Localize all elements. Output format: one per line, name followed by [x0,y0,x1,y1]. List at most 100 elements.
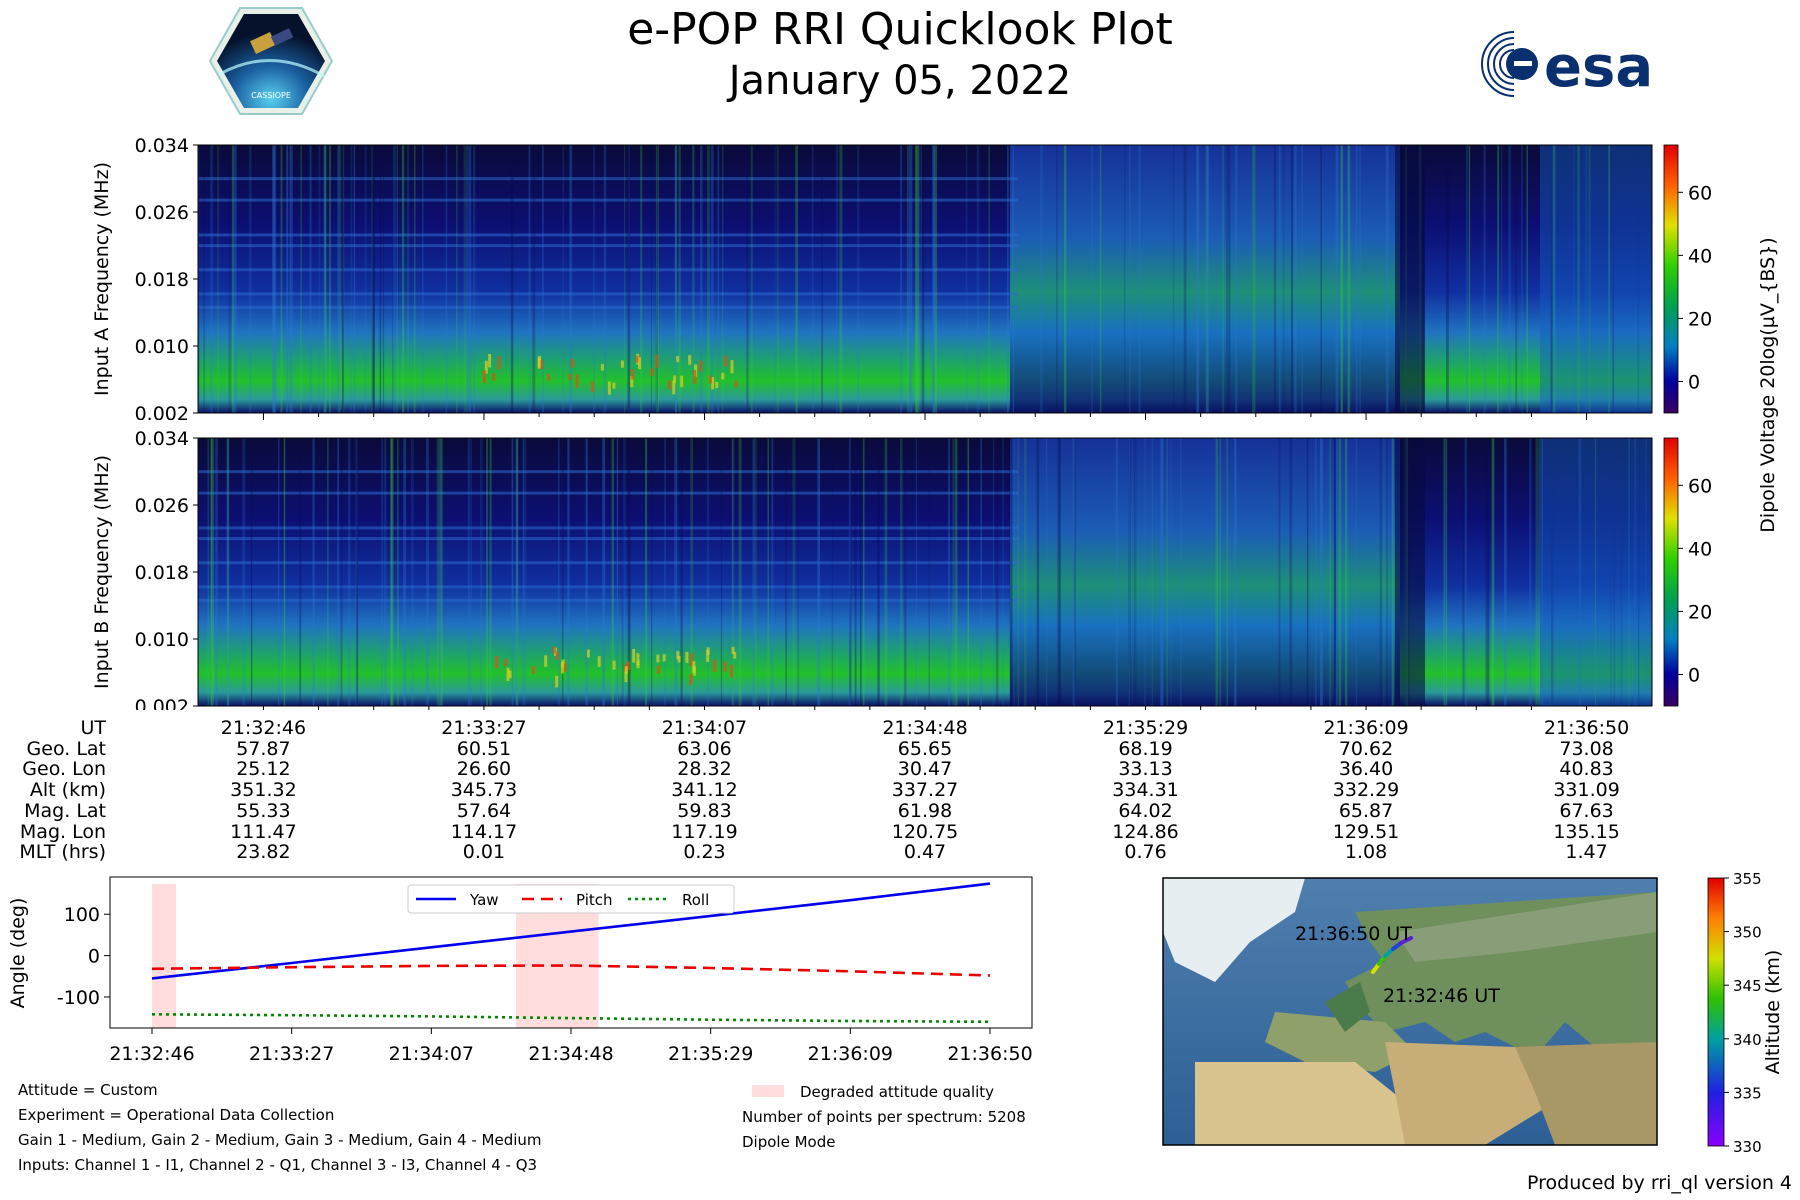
spectrogram-streak [1552,145,1556,413]
ephemeris-row-label: MLT (hrs) [19,841,106,864]
spectrogram-streak [603,145,607,413]
spectrogram-streak [904,438,907,706]
spectrogram-streak [353,145,356,413]
spectrogram-streak [1183,145,1187,413]
spectrogram-streak [542,145,544,413]
spectrogram-streak [242,438,246,706]
spectrogram-hotspot [563,662,567,672]
spectrogram-streak [1335,438,1338,706]
y-tick-label: 0.002 [135,403,189,420]
spectrogram-hotspot [631,369,635,380]
spectrogram-hotspot [715,382,719,389]
spectrogram-hotspot [568,373,572,381]
info-degraded: Degraded attitude quality [800,1083,995,1101]
spectrogram-hotspot [497,356,501,370]
spectrogram-streak [1613,438,1616,706]
spectrogram-streak [1462,438,1465,706]
spectrogram-hotspot [676,356,680,363]
spectrogram-streak [1446,438,1448,706]
spectrogram-streak [706,438,709,706]
colorbar [1663,437,1679,707]
spectrogram-streak [203,145,205,413]
spectrogram-streak [426,438,429,706]
spectrogram-streak [1064,145,1067,413]
ephemeris-row: Geo. Lon 25.12 26.60 28.32 30.47 33.13 36.40 40… [0,758,1800,780]
spectrogram-hotspot [733,652,737,659]
spectrogram-streak [210,438,212,706]
spectrogram-streak [337,438,340,706]
spectrogram-streak [1504,438,1507,706]
spectrogram-streak [411,438,414,706]
spectrogram-streak [611,438,614,706]
spectrogram-streak [980,438,982,706]
info-inputs: Inputs: Channel 1 - I1, Channel 2 - Q1, … [18,1156,538,1174]
ephemeris-row: Mag. Lat 55.33 57.64 59.83 61.98 64.02 65.87 67… [0,799,1800,822]
spectrogram-streak [1128,438,1131,706]
ephemeris-value: 0.76 [1124,841,1167,864]
ephemeris-value: 111.47 [230,820,297,843]
spectrogram-streak [1379,438,1383,706]
spectrogram-streak [1144,438,1146,706]
x-tick-label: 21:36:50 [947,1043,1032,1065]
spectrogram-input-a: 0.002 0.010 0.018 0.026 0.034 Input A Frequen… [91,135,1712,420]
spectrogram-streak [522,438,525,706]
spectrogram-streak [1339,438,1342,706]
altitude-colorbar [1707,877,1725,1147]
ephemeris-value: 55.33 [236,799,291,822]
spectrogram-streak [511,145,514,413]
spectrogram-streak [1235,145,1238,413]
spectrogram-streak [707,145,710,413]
spectrogram-streak [299,438,302,706]
spectrogram-streak [917,145,920,413]
spectrogram-streak [337,145,340,413]
spectrogram-hotspot [711,377,715,390]
spectrogram-streak [392,145,396,413]
colorbar-tick-label: 40 [1688,538,1712,560]
spectrogram-streak [486,438,488,706]
colorbar-tick-label: 0 [1688,371,1700,393]
ground-track-segment [1399,936,1413,945]
spectrogram-hotspot [555,675,559,688]
spectrogram-streak [1222,145,1224,413]
ephemeris-value: 120.75 [891,820,959,843]
spectrogram-hotspot [699,360,703,372]
spectrogram-streak [1128,438,1131,706]
spectrogram-streak [655,145,658,413]
spectrogram-streak [1226,438,1228,706]
cassiope-logo: CASSIOPE [208,7,334,115]
spectrogram-hotspot [492,373,496,381]
y-axis-label: Angle (deg) [7,898,29,1009]
map-scandinavia [1325,982,1370,1032]
spectrogram-streak [857,145,860,413]
spectrogram-hotspot [488,353,492,368]
spectrogram-streak [210,438,212,706]
spectrogram-streak [859,438,862,706]
spectrogram-streak [907,145,909,413]
spectrogram-streak [210,145,213,413]
spectrogram-streak [489,438,492,706]
spectrogram-streak [700,145,703,413]
spectrogram-streak [1007,145,1009,413]
y-tick-label: 0.010 [135,629,189,651]
spectrogram-hotspot [729,664,733,678]
spectrogram-streak [515,438,519,706]
spectrogram-streak [1491,438,1495,706]
page-subtitle-date: January 05, 2022 [728,58,1072,104]
spectrogram-streak [347,438,351,706]
spectrogram-streak [585,438,588,706]
spectrogram-streak [278,438,280,706]
spectrogram-hotspot [483,370,486,384]
spectrogram-streak [750,145,753,413]
spectrogram-streak [965,145,968,413]
spectrogram-hotspot [693,370,697,384]
spectrogram-hotspot [508,670,512,679]
spectrogram-streak [900,145,903,413]
spectrogram-streak [721,145,724,413]
colorbar-tick-label: 60 [1688,475,1712,497]
spectrogram-band [198,561,1018,565]
spectrogram-hotspot [662,654,666,662]
spectrogram-streak [1637,145,1640,413]
spectrogram-streak [811,145,814,413]
spectrogram-streak [1497,145,1499,413]
colorbar-tick-label: 0 [1688,664,1700,686]
